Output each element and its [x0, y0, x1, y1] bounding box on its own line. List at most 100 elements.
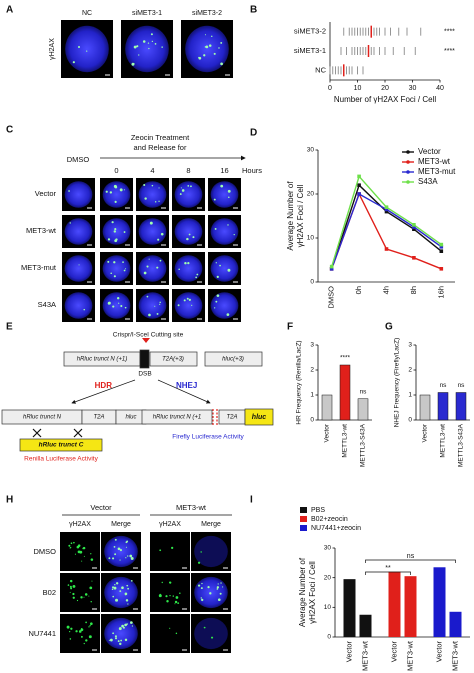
focus [148, 313, 151, 317]
focus [124, 306, 127, 309]
focus [122, 626, 125, 629]
panel-label: F [287, 322, 293, 333]
significance: ns [407, 553, 415, 560]
donor-box [19, 438, 103, 452]
focus [136, 45, 139, 48]
x-tick-label: DMSO [327, 286, 336, 309]
focus [205, 45, 209, 49]
nucleus [65, 25, 109, 73]
focus [159, 303, 161, 305]
focus [169, 594, 171, 597]
row-label: DMSO [34, 547, 57, 556]
marker [357, 174, 361, 179]
focus [171, 546, 174, 550]
nucleus [174, 255, 203, 282]
focus [81, 627, 83, 630]
axis-label: Number of γH2AX Foci / Cell [334, 95, 436, 104]
nucleus [102, 255, 131, 282]
x-tick-label: 20 [381, 85, 389, 92]
focus [80, 596, 83, 599]
focus [172, 595, 174, 597]
focus [161, 581, 163, 584]
indel [212, 409, 218, 425]
focus [179, 592, 181, 594]
focus [121, 586, 124, 590]
marker [439, 267, 444, 271]
nucleus [210, 218, 239, 245]
focus [126, 540, 129, 543]
element-label: T2A [93, 415, 104, 421]
focus [211, 636, 214, 639]
focus [69, 222, 71, 224]
focus [220, 62, 223, 66]
focus [154, 42, 157, 45]
focus [112, 586, 115, 589]
column-label: siMET3-2 [192, 10, 222, 17]
y-tick-label: 10 [324, 604, 332, 611]
focus [74, 553, 76, 555]
legend-label: S43A [418, 177, 438, 186]
focus [88, 595, 90, 597]
focus [114, 200, 117, 203]
nucleus [138, 255, 167, 282]
focus [156, 312, 159, 315]
focus [112, 557, 115, 560]
focus [90, 553, 92, 555]
focus [198, 56, 202, 60]
focus [119, 642, 122, 646]
focus [124, 594, 127, 596]
focus [113, 275, 116, 278]
focus [69, 638, 72, 640]
x-tick-label: METTL3-S43A [360, 423, 367, 467]
focus [88, 626, 90, 628]
channel-label: Merge [111, 521, 131, 528]
focus [181, 189, 185, 192]
focus [70, 627, 73, 630]
focus [89, 586, 93, 590]
focus [125, 557, 127, 559]
focus [204, 34, 206, 36]
box [204, 351, 263, 367]
channel-label: γH2AX [159, 521, 181, 528]
focus [107, 238, 111, 241]
time-label: 16 [220, 166, 228, 175]
focus [195, 276, 198, 279]
axis-label: NHEJ Frequency (Firefly/LacZ) [394, 338, 401, 428]
focus [220, 582, 222, 584]
focus [203, 626, 206, 629]
y-tick-label: 0 [310, 279, 314, 286]
nucleus [194, 535, 228, 568]
focus [83, 308, 86, 311]
y-tick-label: 2 [310, 367, 314, 374]
pathway-label: NHEJ [176, 381, 197, 390]
nucleus [174, 292, 203, 319]
focus [72, 596, 75, 599]
micrograph [150, 614, 190, 653]
x-tick-label: 0h [354, 286, 363, 294]
focus [85, 621, 87, 624]
focus [125, 268, 127, 270]
row-label: S43A [38, 300, 56, 309]
axis-label: Average Number of [286, 181, 295, 251]
focus [219, 264, 221, 267]
nucleus [138, 292, 167, 319]
legend-swatch [406, 160, 410, 164]
panel-label: D [250, 128, 257, 139]
focus [227, 189, 231, 193]
focus [158, 200, 160, 202]
break-label: DSB [138, 371, 151, 378]
x-tick-label: 10 [354, 85, 362, 92]
micrograph [150, 532, 190, 571]
channel-label: γH2AX [69, 521, 91, 528]
nucleus [174, 218, 203, 245]
focus [76, 599, 79, 602]
series-line [331, 175, 442, 267]
focus [148, 47, 150, 50]
focus [123, 269, 126, 272]
series-line [331, 192, 442, 270]
marker [384, 205, 389, 209]
panel-label: G [385, 322, 393, 333]
y-tick-label: 2 [408, 367, 412, 374]
focus [160, 232, 164, 236]
focus [142, 40, 146, 43]
